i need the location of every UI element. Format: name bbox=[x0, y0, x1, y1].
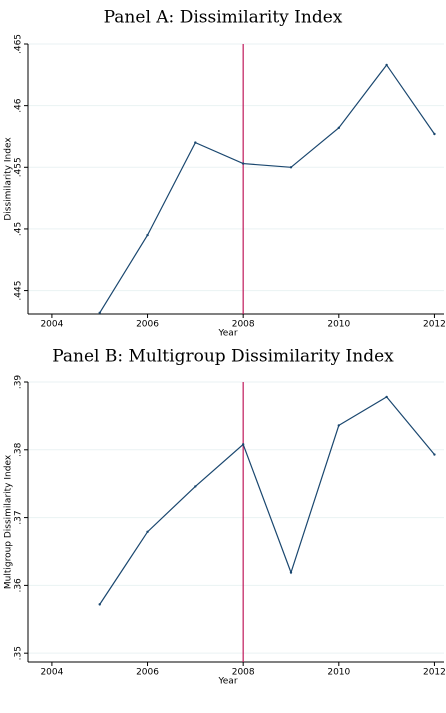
data-point bbox=[98, 603, 101, 606]
y-axis-label: Multigroup Dissimilarity Index bbox=[4, 454, 14, 589]
data-point bbox=[194, 485, 197, 488]
data-point bbox=[433, 132, 436, 136]
data-point bbox=[241, 443, 245, 446]
data-line bbox=[99, 396, 435, 605]
x-tick-label: 2012 bbox=[423, 320, 446, 330]
y-tick-label: .36 bbox=[14, 578, 24, 593]
x-tick-label: 2004 bbox=[40, 668, 63, 678]
data-point bbox=[146, 530, 149, 534]
y-tick-label: .38 bbox=[14, 442, 24, 457]
chart-title: Panel B: Multigroup Dissimilarity Index bbox=[52, 347, 394, 367]
data-point bbox=[337, 126, 341, 130]
x-axis-label: Year bbox=[217, 329, 237, 339]
y-tick-label: .445 bbox=[14, 281, 24, 301]
data-point bbox=[385, 63, 388, 67]
y-tick-label: .46 bbox=[14, 98, 24, 113]
data-point bbox=[146, 233, 149, 237]
x-tick-label: 2006 bbox=[136, 320, 159, 330]
y-tick-label: .37 bbox=[14, 510, 24, 524]
x-tick-label: 2008 bbox=[232, 320, 255, 330]
data-point bbox=[98, 311, 101, 314]
data-point bbox=[385, 395, 388, 399]
chart-title: Panel A: Dissimilarity Index bbox=[104, 8, 343, 28]
y-tick-label: .455 bbox=[14, 157, 24, 177]
data-point bbox=[241, 162, 245, 165]
x-tick-label: 2008 bbox=[232, 668, 255, 678]
data-point bbox=[289, 166, 293, 169]
x-tick-label: 2006 bbox=[136, 668, 159, 678]
y-tick-label: .45 bbox=[14, 222, 24, 236]
x-tick-label: 2010 bbox=[327, 320, 350, 330]
data-line bbox=[99, 63, 435, 314]
y-tick-label: .35 bbox=[14, 646, 24, 660]
y-tick-label: .39 bbox=[14, 375, 24, 390]
y-tick-label: .465 bbox=[14, 34, 24, 54]
x-tick-label: 2004 bbox=[40, 320, 63, 330]
x-tick-label: 2012 bbox=[423, 668, 446, 678]
data-point bbox=[433, 453, 436, 456]
y-axis-label: Dissimilarity Index bbox=[4, 137, 14, 221]
data-point bbox=[337, 424, 341, 427]
x-tick-label: 2010 bbox=[327, 668, 350, 678]
data-point bbox=[289, 571, 293, 574]
data-point bbox=[194, 141, 197, 144]
x-axis-label: Year bbox=[217, 677, 237, 687]
